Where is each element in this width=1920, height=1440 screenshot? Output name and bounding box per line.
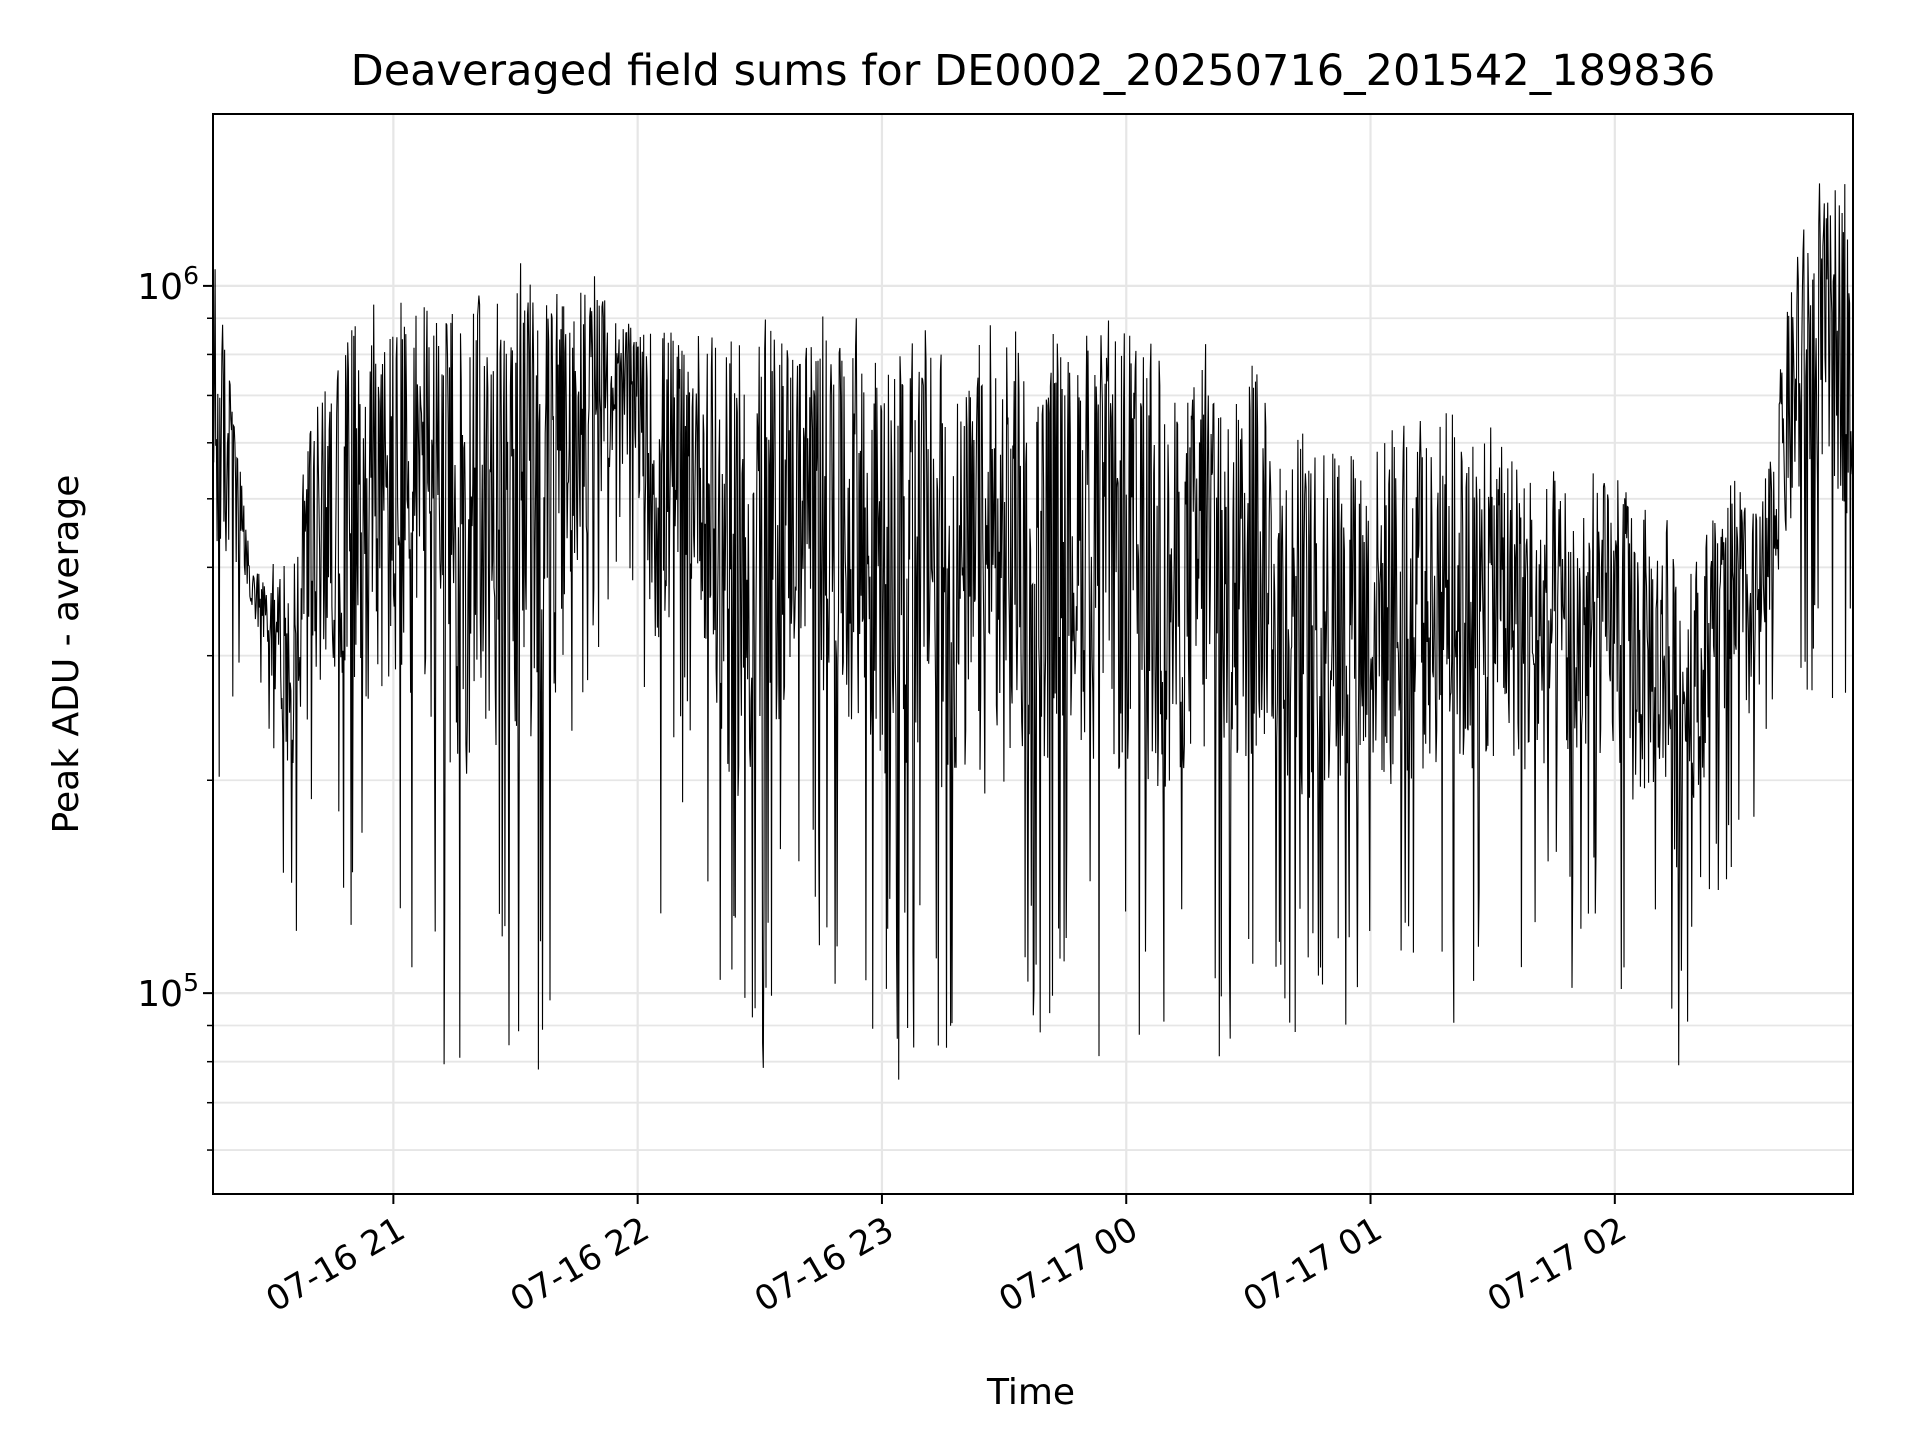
plot-frame [212,113,1854,1195]
y-axis-label: Peak ADU - average [46,475,87,834]
series-line [212,183,1854,1080]
y-tick-exponent: 6 [183,261,199,290]
x-axis-label: Time [986,1372,1075,1413]
y-tick-base: 10 [137,974,183,1015]
y-tick-base: 10 [137,267,183,308]
y-tick-label: 105 [137,968,199,1015]
y-tick-label: 106 [137,261,199,308]
series-layer [212,183,1854,1080]
y-tick-exponent: 5 [183,968,199,997]
chart-title: Deaveraged field sums for DE0002_2025071… [351,46,1716,96]
